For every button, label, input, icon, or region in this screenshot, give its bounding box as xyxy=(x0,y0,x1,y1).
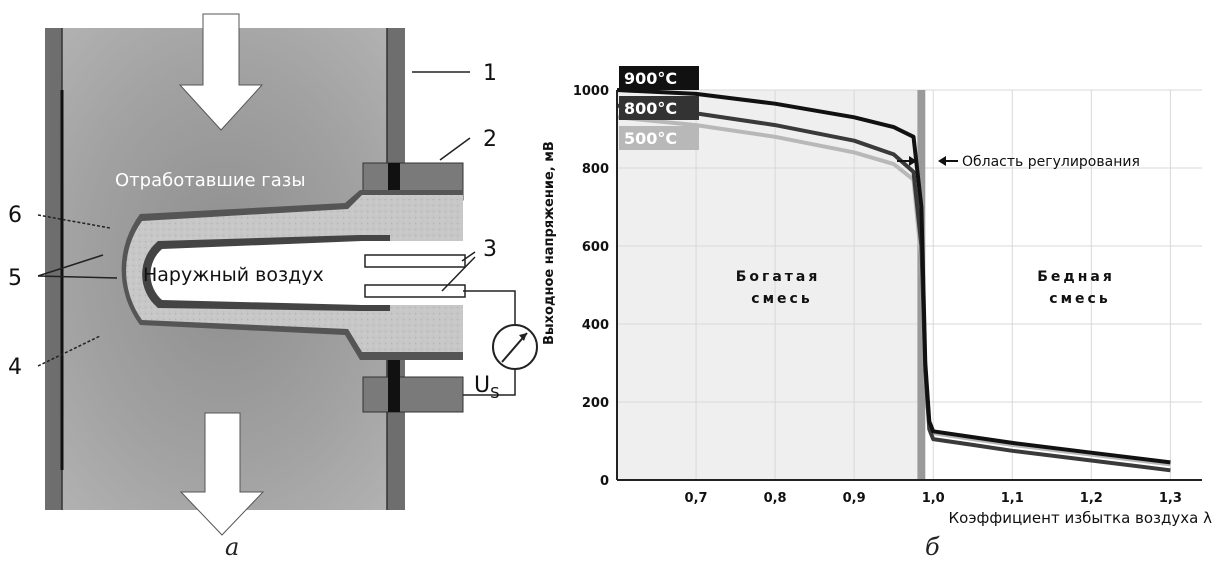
x-tick-5: 1,2 xyxy=(1080,491,1103,506)
voltage-label: US xyxy=(474,373,500,402)
regulation-label: Область регулирования xyxy=(962,154,1140,170)
outside-air-label: Наружный воздух xyxy=(143,264,324,286)
x-tick-0: 0,7 xyxy=(685,491,708,506)
sensor-diagram: US Отработавшие газы Наружный воздух 1 2… xyxy=(8,13,538,561)
callout-4: 4 xyxy=(8,355,22,380)
x-tick-labels: 0,7 0,8 0,9 1,0 1,1 1,2 1,3 xyxy=(685,491,1182,506)
x-tick-3: 1,0 xyxy=(922,491,945,506)
callout-3: 3 xyxy=(483,237,497,262)
legend-800: 800°C xyxy=(619,96,699,120)
y-tick-600: 600 xyxy=(582,240,609,255)
callout-1: 1 xyxy=(483,61,497,86)
y-tick-0: 0 xyxy=(600,474,609,489)
chart-caption: б xyxy=(925,533,940,561)
contact-strip-upper xyxy=(364,254,466,268)
exhaust-gas-label: Отработавшие газы xyxy=(115,170,306,191)
y-axis-label: Выходное напряжение, мВ xyxy=(542,141,557,345)
pipe-wall-left xyxy=(45,28,62,510)
x-tick-4: 1,1 xyxy=(1001,491,1024,506)
flow-out-arrow xyxy=(179,412,265,536)
x-tick-1: 0,8 xyxy=(764,491,787,506)
y-tick-800: 800 xyxy=(582,162,609,177)
series-lines xyxy=(616,88,1171,473)
x-tick-2: 0,9 xyxy=(843,491,866,506)
sensor-housing-bottom xyxy=(362,376,464,413)
y-tick-200: 200 xyxy=(582,396,609,411)
lean-mixture-label: Бедная смесь xyxy=(1037,269,1122,307)
regulation-annotation: Область регулирования xyxy=(897,154,1140,170)
flow-in-arrow xyxy=(178,13,264,131)
y-tick-labels: 0 200 400 600 800 1000 xyxy=(573,84,609,489)
x-tick-6: 1,3 xyxy=(1159,491,1182,506)
diagram-caption: а xyxy=(225,533,239,561)
y-tick-1000: 1000 xyxy=(573,84,609,99)
legend-900: 900°C xyxy=(619,66,699,90)
series-line-900 xyxy=(616,88,1171,465)
grid xyxy=(617,89,1202,480)
y-tick-400: 400 xyxy=(582,318,609,333)
x-axis-label: Коэффициент избытка воздуха λ xyxy=(949,509,1213,527)
rich-mixture-label: Богатая смесь xyxy=(736,269,828,307)
callout-6: 6 xyxy=(8,203,22,228)
legend-500-label: 500°C xyxy=(624,129,677,148)
inner-electrode xyxy=(142,235,390,311)
legend-500: 500°C xyxy=(619,126,699,150)
contact-strip-lower xyxy=(364,284,466,298)
voltmeter-icon xyxy=(492,324,538,370)
legend-800-label: 800°C xyxy=(624,99,677,118)
callout-5: 5 xyxy=(8,266,22,291)
meter-wire xyxy=(463,290,516,325)
callout-2: 2 xyxy=(483,127,497,152)
legend-900-label: 900°C xyxy=(624,69,677,88)
